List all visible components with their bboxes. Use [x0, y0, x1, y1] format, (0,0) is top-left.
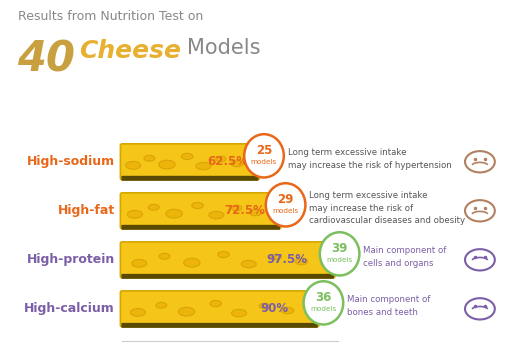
Ellipse shape — [259, 303, 270, 309]
Text: High-fat: High-fat — [58, 204, 115, 217]
Text: Long term excessive intake
may increase the risk of
cardiovascular diseases and : Long term excessive intake may increase … — [309, 191, 465, 226]
Ellipse shape — [127, 211, 142, 218]
FancyBboxPatch shape — [121, 225, 280, 230]
Text: High-sodium: High-sodium — [27, 155, 115, 168]
Circle shape — [465, 249, 495, 271]
Text: 62.5%: 62.5% — [207, 155, 248, 168]
Text: Cheese: Cheese — [79, 39, 181, 63]
Ellipse shape — [144, 155, 155, 161]
Ellipse shape — [281, 308, 294, 314]
FancyBboxPatch shape — [121, 274, 334, 279]
Ellipse shape — [266, 183, 305, 227]
Ellipse shape — [182, 153, 193, 160]
Ellipse shape — [209, 211, 224, 219]
Ellipse shape — [231, 160, 243, 167]
Text: 90%: 90% — [260, 303, 288, 315]
Text: 25: 25 — [256, 144, 272, 157]
Ellipse shape — [184, 258, 200, 267]
FancyBboxPatch shape — [121, 323, 318, 328]
Text: 97.5%: 97.5% — [266, 253, 307, 266]
Ellipse shape — [148, 204, 159, 210]
Text: 29: 29 — [277, 193, 294, 206]
Ellipse shape — [178, 307, 195, 316]
Text: 72.5%: 72.5% — [224, 204, 265, 217]
FancyBboxPatch shape — [120, 144, 260, 180]
Text: 40: 40 — [17, 39, 75, 81]
Text: models: models — [272, 208, 299, 214]
Text: High-calcium: High-calcium — [24, 303, 115, 315]
Ellipse shape — [192, 202, 203, 209]
Ellipse shape — [130, 309, 146, 316]
Ellipse shape — [295, 258, 308, 265]
Ellipse shape — [218, 251, 229, 258]
Text: Long term excessive intake
may increase the risk of hypertension: Long term excessive intake may increase … — [287, 148, 451, 170]
Ellipse shape — [249, 209, 262, 216]
Ellipse shape — [304, 281, 343, 324]
FancyBboxPatch shape — [120, 242, 335, 278]
Text: Main component of
cells and organs: Main component of cells and organs — [363, 246, 447, 268]
Text: Models: Models — [187, 38, 261, 58]
Text: High-protein: High-protein — [27, 253, 115, 266]
Ellipse shape — [320, 232, 359, 276]
Circle shape — [465, 298, 495, 319]
Ellipse shape — [232, 309, 246, 317]
Ellipse shape — [166, 209, 182, 218]
Ellipse shape — [271, 254, 281, 260]
Ellipse shape — [216, 156, 226, 162]
Circle shape — [465, 200, 495, 222]
Circle shape — [465, 151, 495, 173]
Ellipse shape — [159, 253, 170, 259]
Text: models: models — [251, 159, 277, 165]
Ellipse shape — [159, 160, 175, 169]
Ellipse shape — [132, 260, 147, 267]
FancyBboxPatch shape — [120, 291, 319, 327]
Ellipse shape — [196, 162, 211, 170]
Text: 39: 39 — [332, 242, 348, 255]
FancyBboxPatch shape — [121, 176, 259, 181]
FancyBboxPatch shape — [120, 193, 281, 229]
Ellipse shape — [126, 161, 141, 169]
Ellipse shape — [244, 134, 284, 178]
Ellipse shape — [241, 260, 256, 268]
Ellipse shape — [156, 303, 167, 308]
Ellipse shape — [232, 205, 242, 211]
Text: models: models — [310, 306, 337, 312]
Ellipse shape — [210, 300, 222, 307]
Text: models: models — [327, 257, 353, 263]
Text: Main component of
bones and teeth: Main component of bones and teeth — [347, 295, 430, 317]
Text: 36: 36 — [315, 291, 332, 304]
Text: Results from Nutrition Test on: Results from Nutrition Test on — [18, 10, 203, 23]
